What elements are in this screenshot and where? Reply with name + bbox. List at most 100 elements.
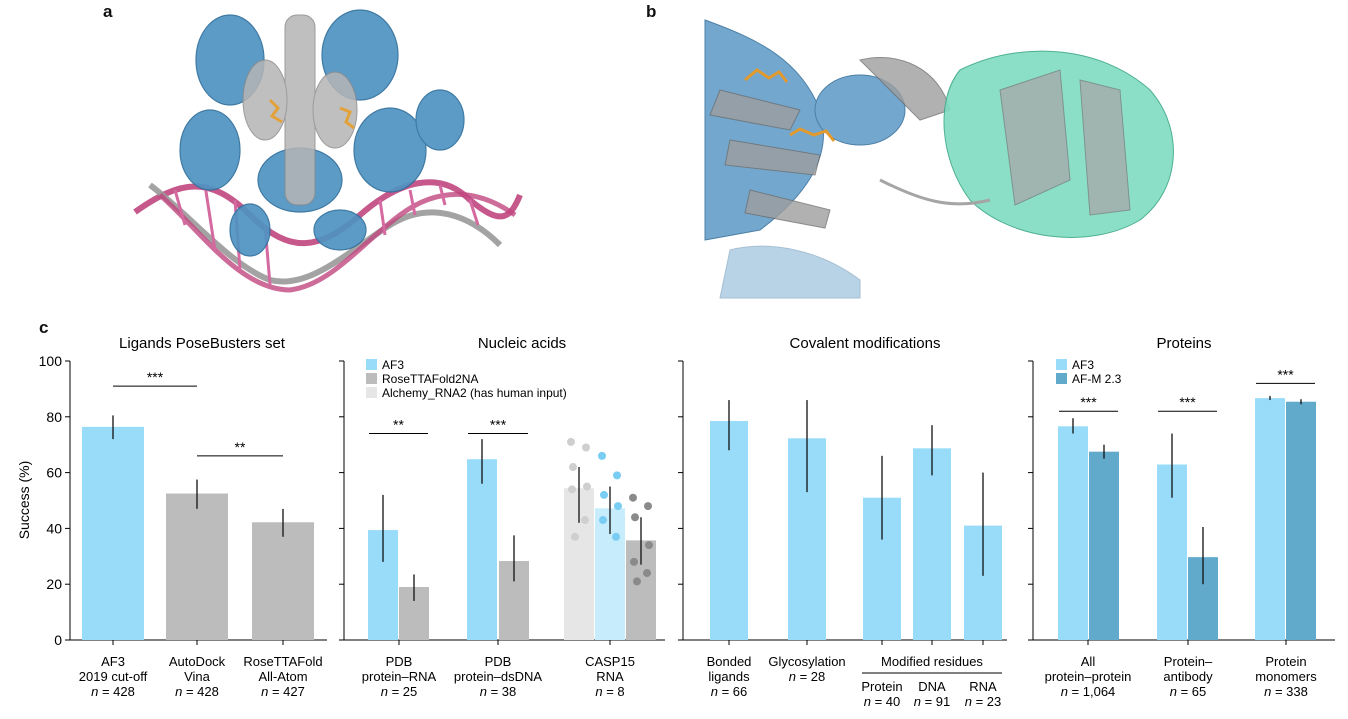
group-title: Proteins [1156,335,1211,352]
data-point [569,463,577,472]
significance-label: *** [1277,366,1294,382]
legend-swatch [366,387,377,398]
data-point [629,493,637,502]
n-count: n = 91 [914,694,951,709]
significance-label: *** [1080,394,1097,410]
x-tick-label: RNA [969,679,997,694]
y-tick-label: 80 [46,409,62,425]
bar [467,459,497,640]
legend-swatch [366,359,377,370]
legend-label: AF3 [382,358,404,372]
data-point [582,443,590,452]
structure-a-protein-dna [133,9,523,293]
significance-label: *** [490,417,507,433]
bar [1089,451,1119,640]
x-tick-label: PDB [386,654,413,669]
n-count: n = 25 [381,684,418,699]
x-tick-label: AF3 [101,654,125,669]
x-tick-label: ligands [708,669,750,684]
bar [166,493,228,640]
n-count: n = 66 [711,684,748,699]
x-tick-label: All-Atom [258,669,307,684]
bar [1286,401,1316,640]
data-point [630,557,638,566]
data-point [612,532,620,541]
panel-letter-c: c [39,318,49,337]
bracket-label: Modified residues [881,654,983,669]
bar [913,448,951,640]
significance-label: *** [147,369,164,385]
n-count: n = 428 [91,684,135,699]
legend-swatch [1056,359,1067,370]
x-tick-label: All [1081,654,1096,669]
n-count: n = 65 [1170,684,1207,699]
legend-label: AF-M 2.3 [1072,372,1122,386]
data-point [599,516,607,525]
significance-label: ** [235,439,246,455]
y-axis-label: Success (%) [16,461,32,540]
x-tick-label: Protein [1265,654,1306,669]
group-title: Covalent modifications [790,335,941,352]
data-point [645,541,653,550]
x-tick-label: PDB [485,654,512,669]
data-point [644,502,652,511]
legend-swatch [1056,373,1067,384]
x-tick-label: Protein– [1164,654,1213,669]
y-tick-label: 40 [46,520,62,536]
x-tick-label: Protein [861,679,902,694]
data-point [631,513,639,522]
data-point [598,451,606,460]
bar [710,420,748,640]
x-tick-label: protein–dsDNA [454,669,542,684]
panel-letter-b: b [646,2,657,21]
x-tick-label: RoseTTAFold [243,654,322,669]
y-tick-label: 100 [39,353,63,369]
n-count: n = 428 [175,684,219,699]
n-count: n = 40 [864,694,901,709]
data-point [571,532,579,541]
y-tick-label: 60 [46,465,62,481]
x-tick-label: DNA [918,679,946,694]
significance-label: ** [393,417,404,433]
data-point [581,516,589,525]
legend-label: AF3 [1072,358,1094,372]
n-count: n = 338 [1264,684,1308,699]
y-tick-label: 0 [54,632,62,648]
n-count: n = 28 [789,669,826,684]
data-point [567,437,575,446]
data-point [633,577,641,586]
data-point [614,502,622,511]
x-tick-label: AutoDock [169,654,226,669]
n-count: n = 23 [965,694,1002,709]
x-tick-label: antibody [1163,669,1213,684]
y-tick-label: 20 [46,576,62,592]
data-point [600,490,608,499]
bar [82,426,144,640]
data-point [613,471,621,480]
group-title: Nucleic acids [478,335,566,352]
n-count: n = 8 [595,684,624,699]
structure-renderings [133,0,1190,299]
significance-label: *** [1179,394,1196,410]
legend-swatch [366,373,377,384]
x-tick-label: 2019 cut-off [79,669,148,684]
x-tick-label: Bonded [707,654,752,669]
x-tick-label: Vina [184,669,211,684]
x-tick-label: protein–RNA [362,669,437,684]
x-tick-label: monomers [1255,669,1317,684]
legend-label: Alchemy_RNA2 (has human input) [382,386,567,400]
n-count: n = 427 [261,684,305,699]
x-tick-label: CASP15 [585,654,635,669]
panel-letter-a: a [103,2,113,21]
legend-label: RoseTTAFold2NA [382,372,478,386]
group-title: Ligands PoseBusters set [119,335,286,352]
bar [1255,398,1285,640]
data-point [583,482,591,491]
x-tick-label: protein–protein [1045,669,1132,684]
data-point [568,485,576,494]
x-tick-label: RNA [596,669,624,684]
bar [252,522,314,640]
n-count: n = 38 [480,684,517,699]
x-tick-label: Glycosylation [768,654,845,669]
